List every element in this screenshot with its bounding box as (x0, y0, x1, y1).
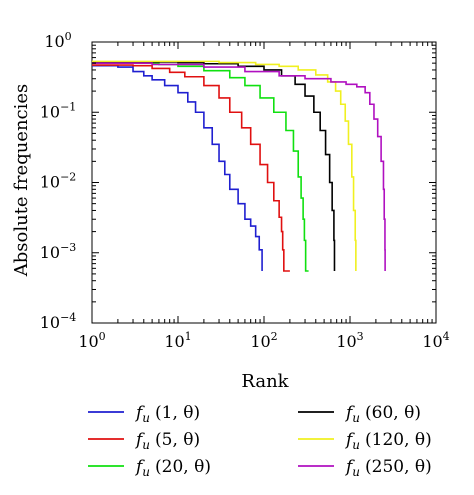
legend-label-6: fu (250, θ) (344, 457, 432, 479)
y-tick-label: 10−4 (40, 311, 77, 332)
series-line-2 (92, 64, 290, 272)
x-tick-label: 100 (78, 330, 105, 351)
series-line-1 (92, 64, 263, 271)
y-tick-label: 10−3 (40, 241, 77, 262)
legend-label-2: fu (5, θ) (134, 430, 200, 452)
plot-border (91, 41, 437, 324)
legend: fu (1, θ) fu (5, θ) fu (20, θ) fu (60, θ) fu (120… (88, 403, 432, 479)
x-tick-label: 101 (164, 330, 191, 351)
y-tick-label: 10−1 (40, 100, 77, 121)
legend-label-4: fu (60, θ) (344, 403, 421, 425)
legend-label-3: fu (20, θ) (134, 457, 211, 479)
legend-label-5: fu (120, θ) (344, 430, 432, 452)
series-line-5 (92, 60, 357, 271)
x-tick-label: 102 (250, 330, 277, 351)
series-line-6 (92, 62, 386, 271)
plot-area (91, 41, 437, 324)
series-lines (92, 60, 386, 272)
y-tick-label: 100 (44, 30, 71, 51)
x-tick-label: 104 (422, 330, 449, 351)
series-line-3 (92, 62, 309, 272)
x-tick-label: 103 (336, 330, 363, 351)
y-tick-label: 10−2 (40, 171, 77, 192)
x-axis-title: Rank (241, 371, 289, 392)
series-line-4 (92, 61, 336, 271)
y-axis-title: Absolute frequencies (11, 84, 32, 278)
axis-ticks: 100 101 102 103 104 100 10−1 10−2 10−3 10−4 (40, 30, 450, 351)
legend-label-1: fu (1, θ) (134, 403, 200, 425)
